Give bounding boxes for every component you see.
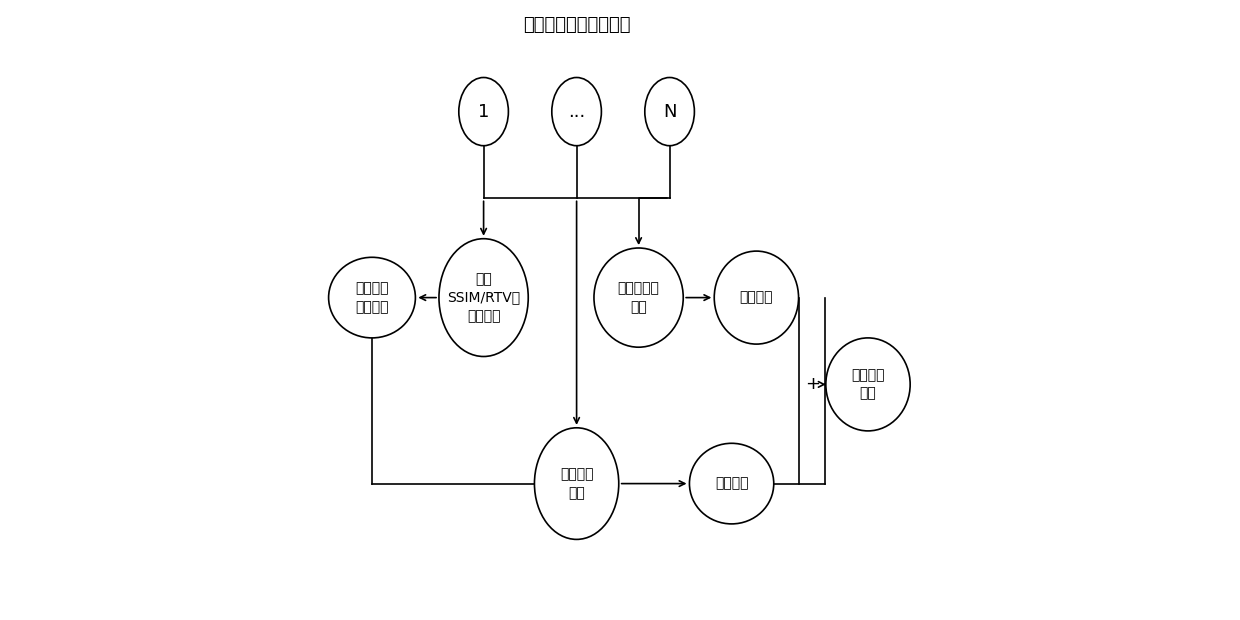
Ellipse shape	[329, 257, 415, 338]
Text: +: +	[805, 375, 820, 394]
Ellipse shape	[594, 248, 683, 347]
Text: 稀疏约束
重建: 稀疏约束 重建	[559, 467, 594, 500]
Text: 基于
SSIM/RTV的
特征提取: 基于 SSIM/RTV的 特征提取	[448, 272, 520, 323]
Text: 多个对比度的初始图像: 多个对比度的初始图像	[523, 16, 630, 34]
Text: 组织结构
特征信息: 组织结构 特征信息	[355, 281, 389, 314]
Ellipse shape	[645, 78, 694, 146]
Text: 1: 1	[477, 102, 490, 121]
Ellipse shape	[459, 78, 508, 146]
Text: N: N	[663, 102, 676, 121]
Text: ...: ...	[568, 102, 585, 121]
Ellipse shape	[439, 239, 528, 356]
Ellipse shape	[534, 428, 619, 539]
Text: 最终重建
图像: 最终重建 图像	[851, 368, 885, 401]
Text: 图像约束比
重建: 图像约束比 重建	[618, 281, 660, 314]
Ellipse shape	[714, 251, 799, 344]
Text: 过渡图像: 过渡图像	[739, 291, 774, 304]
Ellipse shape	[689, 443, 774, 524]
Ellipse shape	[552, 78, 601, 146]
Ellipse shape	[826, 338, 910, 431]
Text: 残差图像: 残差图像	[714, 477, 749, 490]
